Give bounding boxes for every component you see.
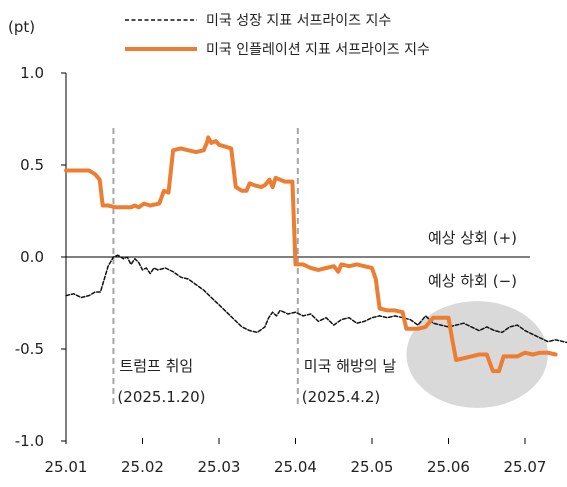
x-tick-label: 25.05 bbox=[351, 458, 394, 476]
y-tick-label: 1.0 bbox=[20, 64, 44, 82]
event-date-label: (2025.1.20) bbox=[117, 388, 205, 406]
growth-surprise-line bbox=[65, 254, 567, 344]
legend-inflation-label: 미국 인플레이션 지표 서프라이즈 지수 bbox=[206, 42, 430, 58]
y-unit-label: (pt) bbox=[8, 18, 35, 36]
y-axis-ticks: 1.0 0.5 0.0 -0.5 -1.0 bbox=[15, 64, 66, 450]
y-tick-label: -0.5 bbox=[15, 340, 44, 358]
y-tick-label: 0.0 bbox=[20, 248, 44, 266]
y-tick-label: 0.5 bbox=[20, 156, 44, 174]
event-date-label: (2025.4.2) bbox=[302, 388, 381, 406]
inflation-surprise-line bbox=[64, 135, 558, 374]
x-axis-ticks: 25.01 25.02 25.03 25.04 25.05 25.06 25.07 bbox=[45, 438, 547, 476]
x-tick-label: 25.01 bbox=[45, 458, 88, 476]
x-tick-label: 25.03 bbox=[198, 458, 241, 476]
x-tick-label: 25.02 bbox=[121, 458, 164, 476]
event-label: 트럼프 취임 bbox=[119, 357, 193, 375]
event-label: 미국 해방의 날 bbox=[304, 357, 397, 375]
y-tick-label: -1.0 bbox=[15, 432, 44, 450]
legend: 미국 성장 지표 서프라이즈 지수 미국 인플레이션 지표 서프라이즈 지수 bbox=[125, 13, 430, 58]
series-layer bbox=[64, 135, 567, 374]
event-lines: 트럼프 취임 (2025.1.20) 미국 해방의 날 (2025.4.2) bbox=[112, 128, 397, 406]
x-tick-label: 25.04 bbox=[274, 458, 317, 476]
x-tick-label: 25.06 bbox=[427, 458, 470, 476]
below-expectation-label: 예상 하회 (−) bbox=[428, 272, 517, 290]
above-expectation-label: 예상 상회 (+) bbox=[428, 229, 517, 247]
legend-growth-label: 미국 성장 지표 서프라이즈 지수 bbox=[206, 13, 391, 29]
x-tick-label: 25.07 bbox=[504, 458, 547, 476]
